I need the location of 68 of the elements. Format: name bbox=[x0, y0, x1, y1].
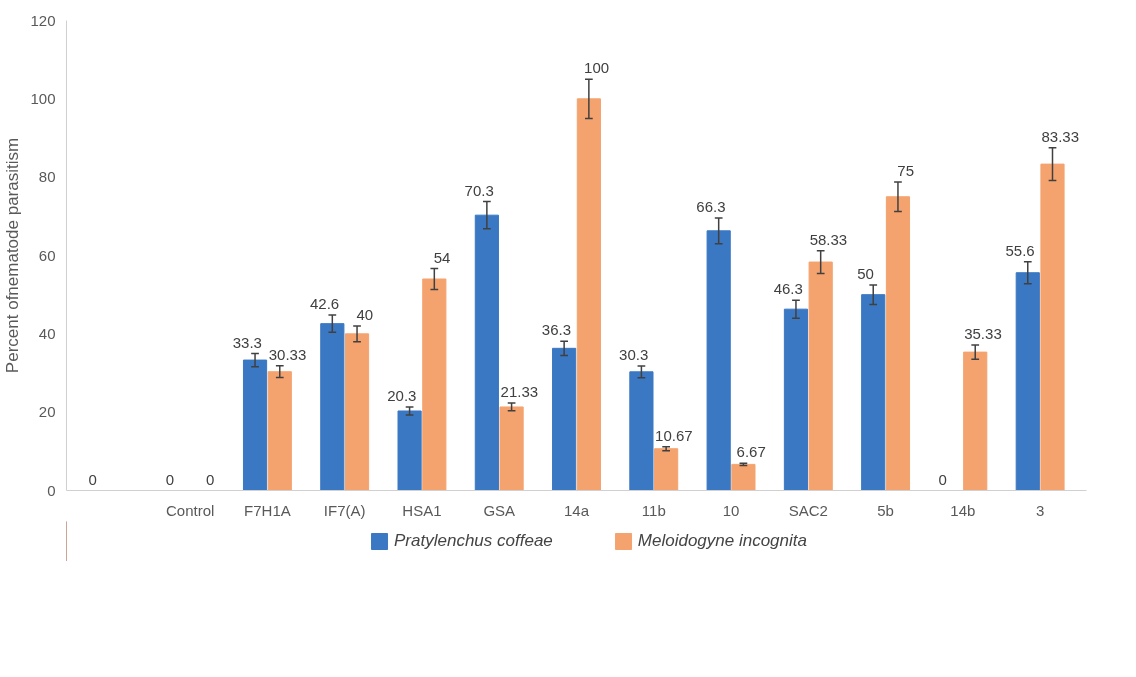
x-tick-label: 3 bbox=[1035, 501, 1045, 519]
data-label: 0 bbox=[88, 470, 97, 488]
data-label: 33.3 bbox=[232, 333, 262, 351]
bar bbox=[706, 230, 731, 491]
x-tick-label: 14a bbox=[563, 501, 590, 519]
x-tick-label: HSA1 bbox=[402, 501, 442, 519]
data-label: 6.67 bbox=[736, 443, 766, 461]
bar bbox=[499, 406, 524, 491]
data-label: 40 bbox=[356, 306, 374, 324]
data-label: 0 bbox=[206, 470, 215, 488]
data-label: 58.33 bbox=[809, 230, 848, 248]
legend-label: Pratylenchus coffeae bbox=[394, 531, 553, 551]
x-tick-label: Control bbox=[165, 501, 215, 519]
data-label: 70.3 bbox=[464, 181, 494, 199]
y-tick-label: 100 bbox=[30, 89, 56, 107]
y-tick-label: 40 bbox=[38, 324, 56, 342]
bar bbox=[320, 323, 345, 491]
bar bbox=[1040, 163, 1065, 491]
x-tick-label: 14b bbox=[950, 501, 976, 519]
data-label: 66.3 bbox=[696, 198, 726, 216]
data-label: 54 bbox=[433, 248, 451, 266]
y-tick-label: 60 bbox=[38, 246, 56, 264]
y-tick-label: 120 bbox=[30, 11, 56, 29]
x-tick-label: 5b bbox=[877, 501, 894, 519]
data-label: 30.3 bbox=[619, 346, 649, 364]
data-label: 55.6 bbox=[1005, 241, 1035, 259]
x-tick-label: SAC2 bbox=[788, 501, 828, 519]
bar bbox=[861, 294, 886, 491]
data-label: 100 bbox=[584, 59, 610, 77]
bar bbox=[783, 308, 809, 491]
data-label: 20.3 bbox=[387, 387, 417, 405]
data-label: 36.3 bbox=[541, 321, 572, 339]
bar bbox=[1015, 272, 1040, 491]
bar bbox=[267, 371, 292, 491]
data-label: 46.3 bbox=[773, 280, 803, 298]
data-label: 0 bbox=[938, 470, 947, 488]
data-label: 42.6 bbox=[309, 295, 340, 313]
bar bbox=[422, 278, 447, 491]
y-tick-label: 80 bbox=[38, 168, 56, 186]
x-tick-label: 11b bbox=[641, 501, 666, 519]
legend-label: Meloidogyne incognita bbox=[637, 531, 807, 551]
bar bbox=[242, 359, 268, 491]
bar bbox=[552, 347, 577, 491]
bar bbox=[397, 410, 422, 491]
data-label: 75 bbox=[897, 162, 915, 180]
bar bbox=[885, 196, 911, 491]
data-label: 0 bbox=[165, 470, 175, 488]
data-label: 10.67 bbox=[655, 426, 693, 444]
bar bbox=[629, 371, 654, 491]
bar bbox=[576, 98, 601, 491]
bar bbox=[963, 351, 988, 491]
data-label: 50 bbox=[857, 265, 874, 282]
bar bbox=[344, 333, 370, 491]
bar bbox=[654, 448, 679, 491]
data-label: 21.33 bbox=[500, 383, 539, 401]
y-axis-title: Percent ofnematode parasitism bbox=[3, 137, 23, 374]
bar bbox=[731, 463, 756, 491]
data-label: 35.33 bbox=[964, 325, 1002, 343]
y-tick-label: 0 bbox=[47, 481, 56, 499]
x-tick-label: F7H1A bbox=[244, 501, 291, 519]
y-tick-label: 20 bbox=[38, 403, 56, 421]
data-label: 83.33 bbox=[1041, 127, 1080, 145]
bar bbox=[808, 261, 833, 491]
x-tick-label: GSA bbox=[483, 501, 516, 519]
bar bbox=[474, 214, 499, 491]
x-tick-label: IF7(A) bbox=[323, 501, 366, 519]
data-label: 30.33 bbox=[268, 345, 307, 363]
x-tick-label: 10 bbox=[722, 501, 740, 519]
